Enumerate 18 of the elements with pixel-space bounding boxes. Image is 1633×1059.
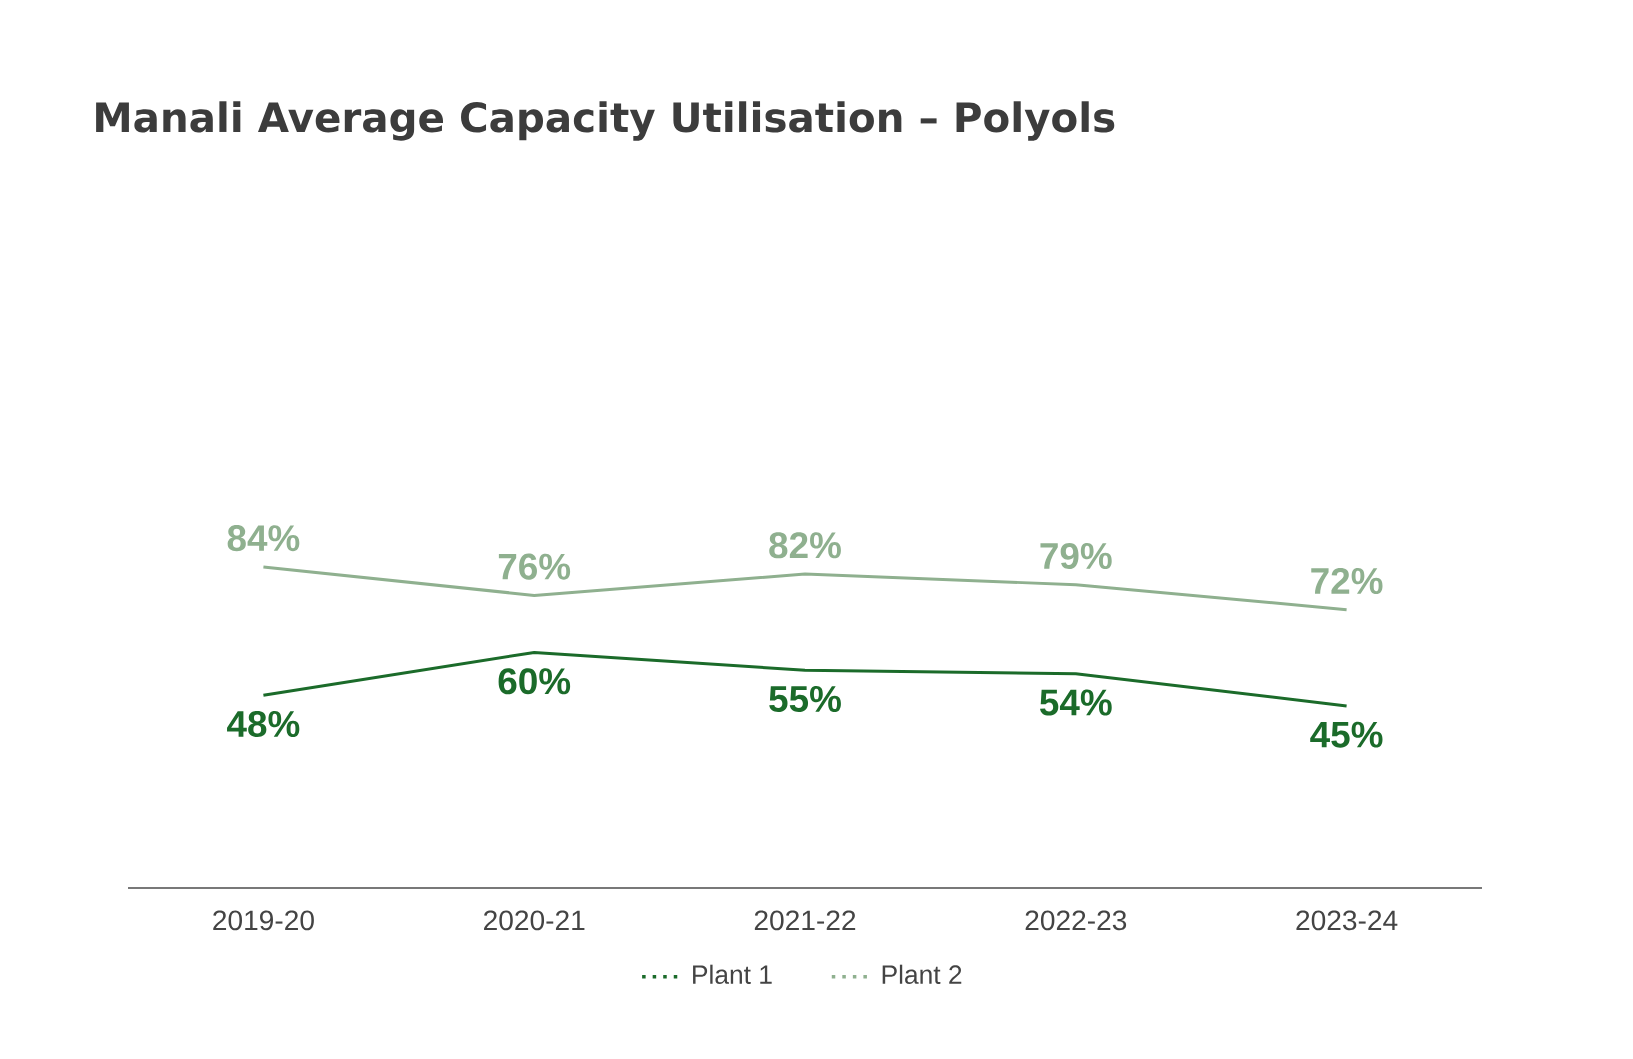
data-label: 79% <box>1040 542 1112 570</box>
x-tick-label: 2020-21 <box>484 910 585 931</box>
x-tick-label: 2022-23 <box>1025 910 1127 931</box>
data-label: 54% <box>1040 689 1112 716</box>
data-label: 76% <box>498 553 571 580</box>
legend-label: Plant 1 <box>693 964 772 985</box>
data-label: 60% <box>498 668 571 695</box>
x-tick-label: 2019-20 <box>213 910 314 931</box>
data-label: 55% <box>769 686 841 713</box>
data-label: 45% <box>1310 721 1383 748</box>
x-tick-label: 2023-24 <box>1296 910 1398 931</box>
data-label: 84% <box>227 525 300 552</box>
data-label: 72% <box>1311 567 1383 594</box>
chart-title: Manali Average Capacity Utilisation – Polyols <box>96 101 1115 141</box>
legend-label: Plant 2 <box>882 964 962 985</box>
data-label: 48% <box>227 710 300 738</box>
x-tick-label: 2021-22 <box>754 910 856 931</box>
data-label: 82% <box>769 532 841 559</box>
